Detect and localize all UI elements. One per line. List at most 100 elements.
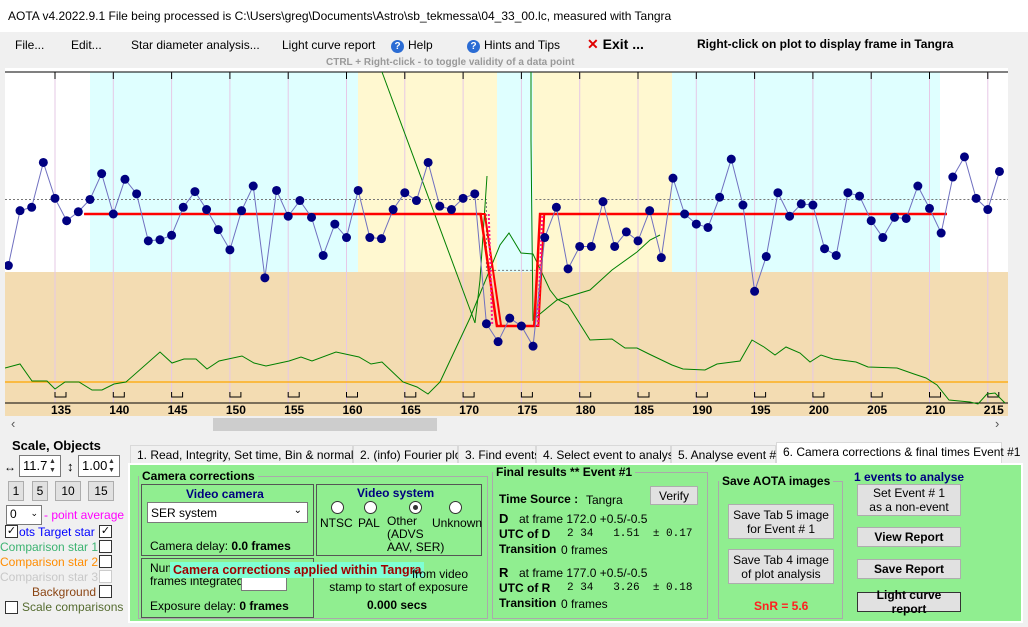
menu-edit[interactable]: Edit...	[71, 38, 102, 52]
comparison-star-3-checkbox[interactable]	[99, 570, 112, 583]
camera-corrections-tab-panel: Camera corrections Video camera SER syst…	[128, 463, 1023, 623]
unknown-radio[interactable]	[449, 501, 462, 514]
menu-exit[interactable]: ✕ Exit ...	[587, 36, 644, 53]
tab-analyse-event[interactable]: 5. Analyse event #1	[671, 445, 783, 464]
exit-label: Exit ...	[602, 36, 644, 52]
data-point	[808, 200, 818, 210]
vertical-scale-input[interactable]: 1.00 ▲ ▼	[78, 455, 120, 477]
scale-comparisons-checkbox[interactable]	[5, 601, 18, 614]
tab-select-event[interactable]: 4. Select event to analyse	[536, 445, 680, 464]
plot-svg[interactable]: 135 140 145 150 155 160 165 170 175 180 185 190 195 2…	[3, 68, 1008, 417]
background-label: Background	[32, 585, 97, 599]
time-source-label: Time Source :	[499, 492, 579, 506]
point-average-label: - point average	[44, 508, 125, 522]
scale-5-button[interactable]: 5	[32, 481, 48, 501]
data-point	[913, 181, 923, 191]
view-report-button[interactable]: View Report	[857, 527, 961, 547]
utc-d-value: 2 34 1.51 ± 0.17	[567, 528, 693, 540]
x-tick-label: 185	[634, 403, 654, 416]
bottom-tick	[171, 392, 184, 398]
x-tick-label: 140	[109, 403, 129, 416]
tab-fourier[interactable]: 2. (info) Fourier plot	[353, 445, 465, 464]
set-non-event-button[interactable]: Set Event # 1 as a non-event	[857, 484, 961, 516]
scale-15-button[interactable]: 15	[88, 481, 114, 501]
light-curve-report-button[interactable]: Light curve report	[857, 588, 961, 616]
scale-10-button[interactable]: 10	[55, 481, 81, 501]
r-frame: at frame 177.0 +0.5/-0.5	[519, 566, 648, 580]
video-camera-select[interactable]: SER system ⌄	[147, 502, 308, 523]
bottom-tick	[637, 392, 650, 398]
comparison-star-2-checkbox[interactable]	[99, 555, 112, 568]
bottom-tick	[54, 392, 67, 398]
pal-radio[interactable]	[364, 501, 377, 514]
snr-value: SnR = 5.6	[754, 599, 809, 613]
data-point	[715, 192, 725, 202]
bottom-tick	[287, 392, 300, 398]
data-point	[948, 172, 958, 182]
spinner-icon[interactable]: ▲ ▼	[49, 458, 56, 474]
x-tick-label: 175	[517, 403, 537, 416]
mean-level-line	[5, 198, 536, 271]
d-edge-marker	[487, 213, 494, 327]
save-tab5-image-button[interactable]: Save Tab 5 image for Event # 1	[728, 504, 834, 539]
horizontal-scrollbar[interactable]: ‹ ›	[5, 416, 1008, 433]
tab-find-events[interactable]: 3. Find events	[458, 445, 540, 464]
horizontal-scale-input[interactable]: 11.7 ▲ ▼	[19, 455, 61, 477]
data-point	[691, 219, 701, 229]
menu-star-diameter[interactable]: Star diameter analysis...	[131, 38, 260, 52]
data-point	[971, 193, 981, 203]
bottom-tick	[229, 392, 242, 398]
data-point	[15, 206, 25, 216]
camera-delay-label: Camera delay:	[150, 539, 229, 553]
data-point	[866, 216, 876, 226]
tab-read[interactable]: 1. Read, Integrity, Set time, Bin & norm…	[130, 445, 369, 464]
data-point	[575, 241, 585, 251]
x-tick-label: 180	[576, 403, 596, 416]
menu-help[interactable]: ? Help	[391, 38, 433, 53]
data-point	[785, 211, 795, 221]
x-tick-label: 165	[401, 403, 421, 416]
data-point	[307, 212, 317, 222]
comparison-star-1-checkbox[interactable]	[99, 540, 112, 553]
data-point	[283, 211, 293, 221]
data-point	[936, 228, 946, 238]
ntsc-radio[interactable]	[331, 501, 344, 514]
scroll-thumb[interactable]	[213, 418, 437, 431]
verify-button[interactable]: Verify	[650, 486, 698, 505]
vscale-value: 1.00	[82, 458, 108, 473]
menu-bar: File... Edit... Star diameter analysis..…	[0, 32, 1028, 58]
bottom-tick	[987, 392, 1000, 398]
data-point	[925, 203, 934, 213]
data-point	[458, 193, 468, 203]
tab-camera-corrections[interactable]: 6. Camera corrections & final times Even…	[776, 442, 1020, 464]
bottom-tick	[579, 392, 592, 398]
data-point	[703, 222, 713, 232]
data-point	[668, 173, 678, 183]
data-point	[773, 188, 783, 198]
data-point	[353, 185, 363, 195]
save-report-button[interactable]: Save Report	[857, 559, 961, 579]
data-point	[202, 205, 212, 215]
point-average-select[interactable]: 0 ⌄	[6, 505, 42, 525]
x-tick-label: 145	[168, 403, 188, 416]
data-point	[528, 341, 538, 351]
d-label: D	[499, 511, 509, 526]
menu-hints[interactable]: ? Hints and Tips	[467, 38, 560, 53]
menu-file[interactable]: File...	[15, 38, 45, 52]
dots-checkbox[interactable]: ✓	[5, 525, 18, 538]
data-point	[901, 213, 911, 223]
spinner-icon[interactable]: ▲ ▼	[108, 458, 115, 474]
scale-comparisons-label: Scale comparisons	[22, 600, 124, 614]
bottom-tick	[462, 392, 475, 398]
scale-1-button[interactable]: 1	[8, 481, 24, 501]
menu-light-curve-report[interactable]: Light curve report	[282, 38, 376, 52]
target-star-checkbox[interactable]: ✓	[99, 525, 112, 538]
scroll-left-icon[interactable]: ‹	[11, 416, 16, 431]
scroll-right-icon[interactable]: ›	[995, 416, 1000, 431]
pal-label: PAL	[358, 516, 380, 530]
light-curve-plot[interactable]: 135 140 145 150 155 160 165 170 175 180 185 190 195 2…	[3, 68, 1008, 417]
data-point	[831, 250, 841, 260]
save-tab4-image-button[interactable]: Save Tab 4 image of plot analysis	[728, 549, 834, 584]
background-checkbox[interactable]	[99, 585, 112, 598]
other-radio[interactable]	[409, 501, 422, 514]
